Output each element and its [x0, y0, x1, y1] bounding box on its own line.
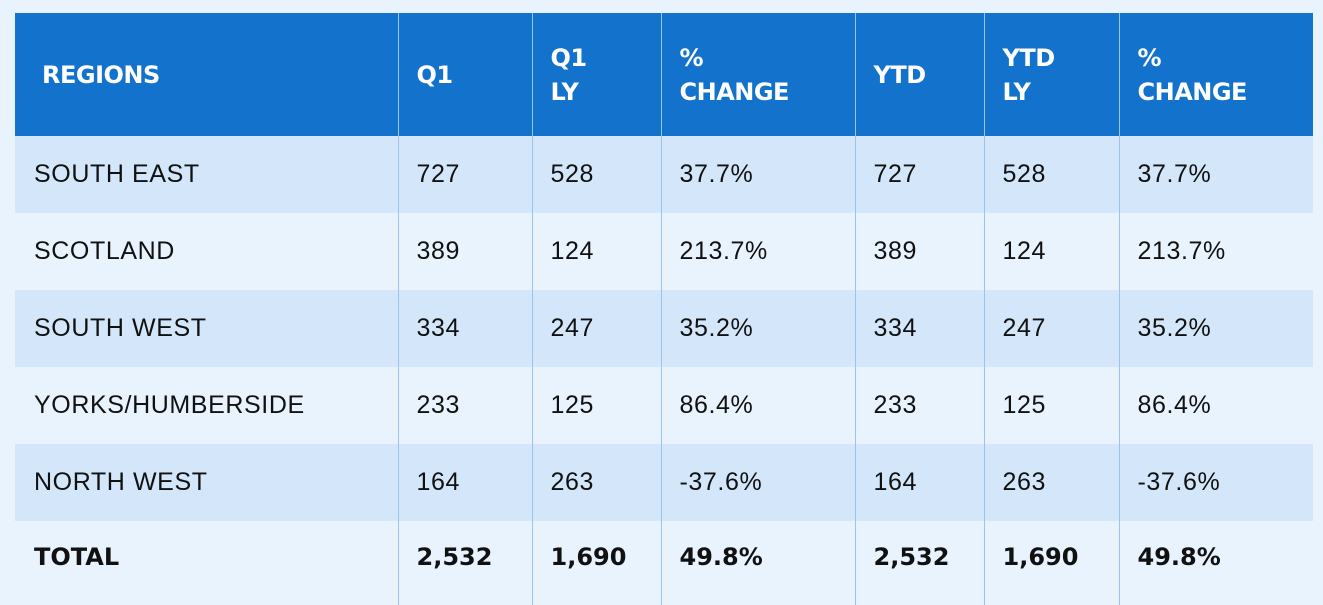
- table-header: REGIONS Q1 Q1 LY % CHANGE YTD YTD LY % CHANG…: [15, 13, 1313, 136]
- cell-ytd-change: 37.7%: [1118, 136, 1313, 213]
- total-ytd-change: 49.8%: [1118, 521, 1313, 605]
- table-row: SCOTLAND 389 124 213.7% 389 124 213.7%: [15, 213, 1313, 290]
- header-q1-change: % CHANGE: [660, 13, 855, 136]
- cell-ytd: 334: [854, 290, 984, 367]
- header-row: REGIONS Q1 Q1 LY % CHANGE YTD YTD LY % CHANG…: [15, 13, 1313, 136]
- header-q1-ly: Q1 LY: [531, 13, 661, 136]
- cell-ytd-ly: 263: [983, 444, 1119, 521]
- total-ytd: 2,532: [854, 521, 984, 605]
- cell-ytd-ly: 125: [983, 367, 1119, 444]
- cell-q1-ly: 124: [531, 213, 661, 290]
- cell-q1-change: 213.7%: [660, 213, 855, 290]
- cell-ytd-change: -37.6%: [1118, 444, 1313, 521]
- cell-ytd-ly: 247: [983, 290, 1119, 367]
- cell-region: SCOTLAND: [15, 213, 398, 290]
- header-ytd-ly: YTD LY: [983, 13, 1119, 136]
- cell-q1: 233: [397, 367, 532, 444]
- regions-table: REGIONS Q1 Q1 LY % CHANGE YTD YTD LY % CHANG…: [15, 13, 1313, 605]
- header-regions: REGIONS: [15, 13, 398, 136]
- cell-ytd: 233: [854, 367, 984, 444]
- header-ytd: YTD: [854, 13, 984, 136]
- cell-q1: 164: [397, 444, 532, 521]
- total-label: TOTAL: [15, 521, 398, 605]
- total-row: TOTAL 2,532 1,690 49.8% 2,532 1,690 49.8…: [15, 521, 1313, 605]
- header-ytd-change: % CHANGE: [1118, 13, 1313, 136]
- header-q1: Q1: [397, 13, 532, 136]
- cell-q1-ly: 247: [531, 290, 661, 367]
- cell-q1-ly: 125: [531, 367, 661, 444]
- cell-ytd: 727: [854, 136, 984, 213]
- cell-q1-change: 37.7%: [660, 136, 855, 213]
- cell-region: YORKS/HUMBERSIDE: [15, 367, 398, 444]
- total-ytd-ly: 1,690: [983, 521, 1119, 605]
- table-row: NORTH WEST 164 263 -37.6% 164 263 -37.6%: [15, 444, 1313, 521]
- table-footer: TOTAL 2,532 1,690 49.8% 2,532 1,690 49.8…: [15, 521, 1313, 605]
- table-row: YORKS/HUMBERSIDE 233 125 86.4% 233 125 8…: [15, 367, 1313, 444]
- cell-region: NORTH WEST: [15, 444, 398, 521]
- cell-ytd-ly: 124: [983, 213, 1119, 290]
- table-row: SOUTH EAST 727 528 37.7% 727 528 37.7%: [15, 136, 1313, 213]
- cell-ytd-ly: 528: [983, 136, 1119, 213]
- total-q1-change: 49.8%: [660, 521, 855, 605]
- cell-region: SOUTH WEST: [15, 290, 398, 367]
- cell-ytd-change: 35.2%: [1118, 290, 1313, 367]
- cell-q1-change: -37.6%: [660, 444, 855, 521]
- cell-q1: 727: [397, 136, 532, 213]
- cell-ytd-change: 213.7%: [1118, 213, 1313, 290]
- cell-q1-change: 35.2%: [660, 290, 855, 367]
- total-q1-ly: 1,690: [531, 521, 661, 605]
- cell-ytd: 164: [854, 444, 984, 521]
- cell-q1-ly: 528: [531, 136, 661, 213]
- cell-q1: 389: [397, 213, 532, 290]
- cell-region: SOUTH EAST: [15, 136, 398, 213]
- cell-ytd: 389: [854, 213, 984, 290]
- regions-table-container: REGIONS Q1 Q1 LY % CHANGE YTD YTD LY % CHANG…: [15, 13, 1313, 605]
- table-row: SOUTH WEST 334 247 35.2% 334 247 35.2%: [15, 290, 1313, 367]
- table-body: SOUTH EAST 727 528 37.7% 727 528 37.7% S…: [15, 136, 1313, 521]
- cell-ytd-change: 86.4%: [1118, 367, 1313, 444]
- cell-q1-change: 86.4%: [660, 367, 855, 444]
- total-q1: 2,532: [397, 521, 532, 605]
- cell-q1: 334: [397, 290, 532, 367]
- cell-q1-ly: 263: [531, 444, 661, 521]
